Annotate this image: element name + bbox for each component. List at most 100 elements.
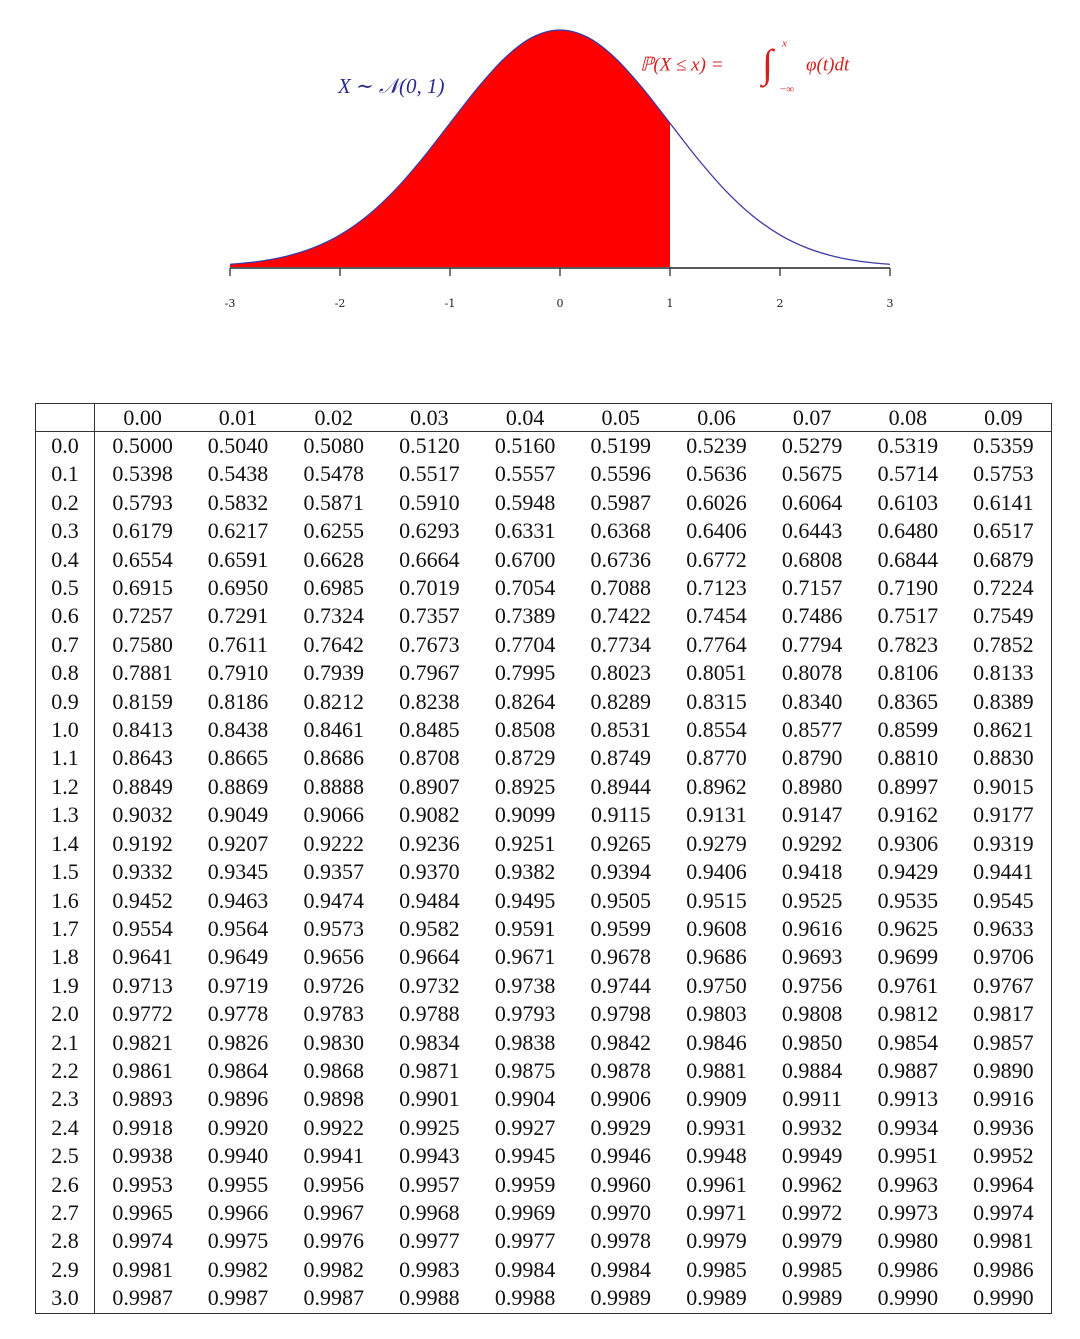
table-cell: 0.5948	[494, 489, 556, 515]
table-cell: 0.9406	[686, 859, 747, 885]
table-cell: 0.9989	[781, 1285, 843, 1311]
table-cell: 0.9969	[494, 1199, 556, 1225]
table-cell: 0.7673	[399, 631, 460, 657]
table-cell: 0.9968	[399, 1199, 460, 1225]
table-cell: 0.9842	[590, 1029, 652, 1055]
table-cell: 0.8790	[781, 745, 843, 771]
table-cell: 0.9495	[494, 887, 556, 913]
table-cell: 0.9441	[973, 859, 1034, 885]
table-cell: 0.8925	[494, 773, 556, 799]
row-header: 0.1	[35, 460, 95, 489]
integrand: φ(t)dt	[806, 54, 850, 75]
table-cell: 0.9812	[877, 1001, 939, 1027]
table-cell: 0.8238	[399, 688, 460, 714]
table-cell: 0.9265	[590, 830, 652, 856]
table-cell: 0.9941	[303, 1143, 364, 1169]
row-header: 2.3	[35, 1085, 95, 1114]
table-cell: 0.9922	[303, 1114, 364, 1140]
table-cell: 0.9505	[590, 887, 652, 913]
table-cell: 0.9803	[686, 1001, 747, 1027]
table-cell: 0.9756	[781, 972, 843, 998]
table-row: 0.9 0.8159 0.8186 0.8212 0.8238 0.8264 0.8289 0…	[35, 687, 1052, 717]
table-cell: 0.9767	[973, 972, 1034, 998]
table-cell: 0.9599	[590, 915, 652, 941]
table-cell: 0.9987	[207, 1285, 269, 1311]
table-cell: 0.9656	[303, 944, 364, 970]
row-header: 2.9	[35, 1255, 95, 1285]
row-header: 0.7	[35, 630, 95, 660]
row-header: 1.7	[35, 914, 95, 944]
table-cell: 0.7734	[590, 631, 652, 657]
table-cell: 0.7019	[399, 575, 460, 601]
table-cell: 0.8980	[781, 773, 843, 799]
table-cell: 0.9515	[686, 887, 747, 913]
table-cell: 0.9965	[112, 1199, 173, 1225]
table-cell: 0.9887	[877, 1057, 939, 1083]
table-cell: 0.9793	[494, 1001, 556, 1027]
lower-limit: −∞	[780, 84, 794, 96]
table-cell: 0.9959	[494, 1171, 556, 1197]
table-cell: 0.9236	[399, 830, 460, 856]
table-cell: 0.9981	[112, 1256, 173, 1282]
row-header: 1.5	[35, 858, 95, 887]
table-cell: 0.8186	[207, 688, 269, 714]
row-header: 1.6	[35, 886, 95, 915]
table-cell: 0.7704	[494, 631, 556, 657]
table-cell: 0.9864	[207, 1057, 269, 1083]
x-tick-label: -3	[225, 297, 236, 310]
table-cell: 0.9978	[590, 1228, 652, 1254]
table-cell: 0.5000	[112, 433, 173, 458]
table-cell: 0.9984	[494, 1256, 556, 1282]
table-cell: 0.9967	[303, 1199, 364, 1225]
table-cell: 0.9981	[973, 1228, 1034, 1254]
table-cell: 0.9452	[112, 887, 173, 913]
table-cell: 0.6985	[303, 575, 364, 601]
table-cell: 0.6879	[973, 546, 1034, 572]
table-cell: 0.8830	[973, 745, 1034, 771]
table-cell: 0.9943	[399, 1143, 460, 1169]
table-cell: 0.6293	[399, 518, 460, 544]
table-cell: 0.5080	[303, 433, 364, 458]
table-cell: 0.9345	[207, 859, 269, 885]
table-cell: 0.8461	[303, 717, 364, 743]
table-cell: 0.5832	[207, 489, 269, 515]
table-cell: 0.6554	[112, 546, 173, 572]
row-header: 0.3	[35, 517, 95, 546]
table-cell: 0.7389	[494, 603, 556, 629]
table-cell: 0.9649	[207, 944, 269, 970]
table-cell: 0.9778	[207, 1001, 269, 1027]
table-cell: 0.7454	[686, 603, 747, 629]
table-cell: 0.9251	[494, 830, 556, 856]
probability-label: ℙ(X ≤ x) =	[640, 54, 724, 75]
column-header: 0.08	[860, 403, 956, 432]
table-cell: 0.9913	[877, 1086, 939, 1112]
table-cell: 0.9974	[973, 1199, 1034, 1225]
table-cell: 0.5478	[303, 461, 364, 487]
table-cell: 0.6736	[590, 546, 652, 572]
table-cell: 0.9909	[686, 1086, 747, 1112]
table-cell: 0.9987	[112, 1285, 173, 1311]
table-cell: 0.9686	[686, 944, 747, 970]
table-cell: 0.7910	[207, 660, 269, 686]
table-row: 0.1 0.5398 0.5438 0.5478 0.5517 0.5557 0.5596 0…	[35, 460, 1052, 489]
table-cell: 0.9015	[973, 773, 1034, 799]
table-row: 2.8 0.9974 0.9975 0.9976 0.9977 0.9977 0.9978 0…	[35, 1227, 1052, 1256]
table-cell: 0.9925	[399, 1114, 460, 1140]
table-cell: 0.9881	[686, 1057, 747, 1083]
table-cell: 0.6664	[399, 546, 460, 572]
column-header: 0.06	[668, 403, 765, 432]
table-cell: 0.7157	[781, 575, 843, 601]
table-cell: 0.7580	[112, 631, 173, 657]
table-cell: 0.9898	[303, 1086, 364, 1112]
table-cell: 0.9306	[877, 830, 939, 856]
table-cell: 0.6026	[686, 489, 747, 515]
table-row: 0.4 0.6554 0.6591 0.6628 0.6664 0.6700 0.6736 0…	[35, 545, 1052, 575]
table-cell: 0.7422	[590, 603, 652, 629]
table-cell: 0.9918	[112, 1114, 173, 1140]
table-cell: 0.8051	[686, 660, 747, 686]
table-body: 0.0 0.5000 0.5040 0.5080 0.5120 0.5160 0.5199 0…	[35, 431, 1052, 1314]
table-cell: 0.9934	[877, 1114, 939, 1140]
table-cell: 0.5040	[207, 433, 269, 458]
table-cell: 0.8888	[303, 773, 364, 799]
table-cell: 0.7224	[973, 575, 1034, 601]
